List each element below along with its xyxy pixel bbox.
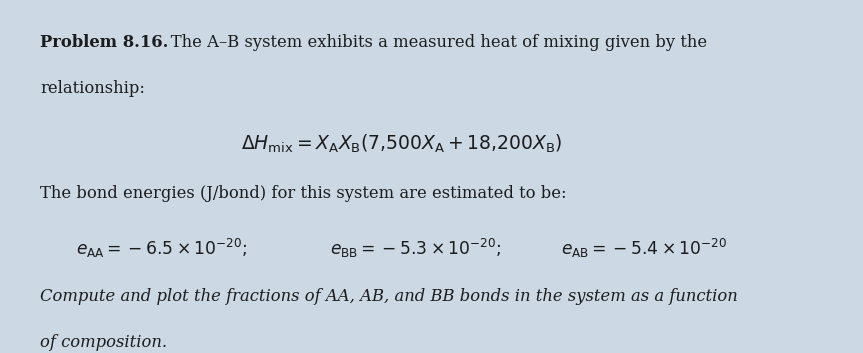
Text: Compute and plot the fractions of AA, AB, and BB bonds in the system as a functi: Compute and plot the fractions of AA, AB… xyxy=(40,288,738,305)
Text: The bond energies (J/bond) for this system are estimated to be:: The bond energies (J/bond) for this syst… xyxy=(40,185,567,202)
Text: relationship:: relationship: xyxy=(40,80,145,97)
Text: The A–B system exhibits a measured heat of mixing given by the: The A–B system exhibits a measured heat … xyxy=(155,34,708,51)
Text: $\Delta H_{\mathrm{mix}} = X_{\mathrm{A}}X_{\mathrm{B}}(7{,}500X_{\mathrm{A}} + : $\Delta H_{\mathrm{mix}} = X_{\mathrm{A}… xyxy=(242,132,563,155)
Text: Problem 8.16.: Problem 8.16. xyxy=(40,34,168,51)
Text: $e_{\mathrm{AB}} = -5.4 \times 10^{-20}$: $e_{\mathrm{AB}} = -5.4 \times 10^{-20}$ xyxy=(561,237,728,260)
Text: $e_{\mathrm{BB}} = -5.3 \times 10^{-20};$: $e_{\mathrm{BB}} = -5.3 \times 10^{-20};… xyxy=(331,237,501,260)
Text: of composition.: of composition. xyxy=(40,334,167,351)
Text: $e_{\mathrm{AA}} = -6.5 \times 10^{-20};$: $e_{\mathrm{AA}} = -6.5 \times 10^{-20};… xyxy=(76,237,247,260)
